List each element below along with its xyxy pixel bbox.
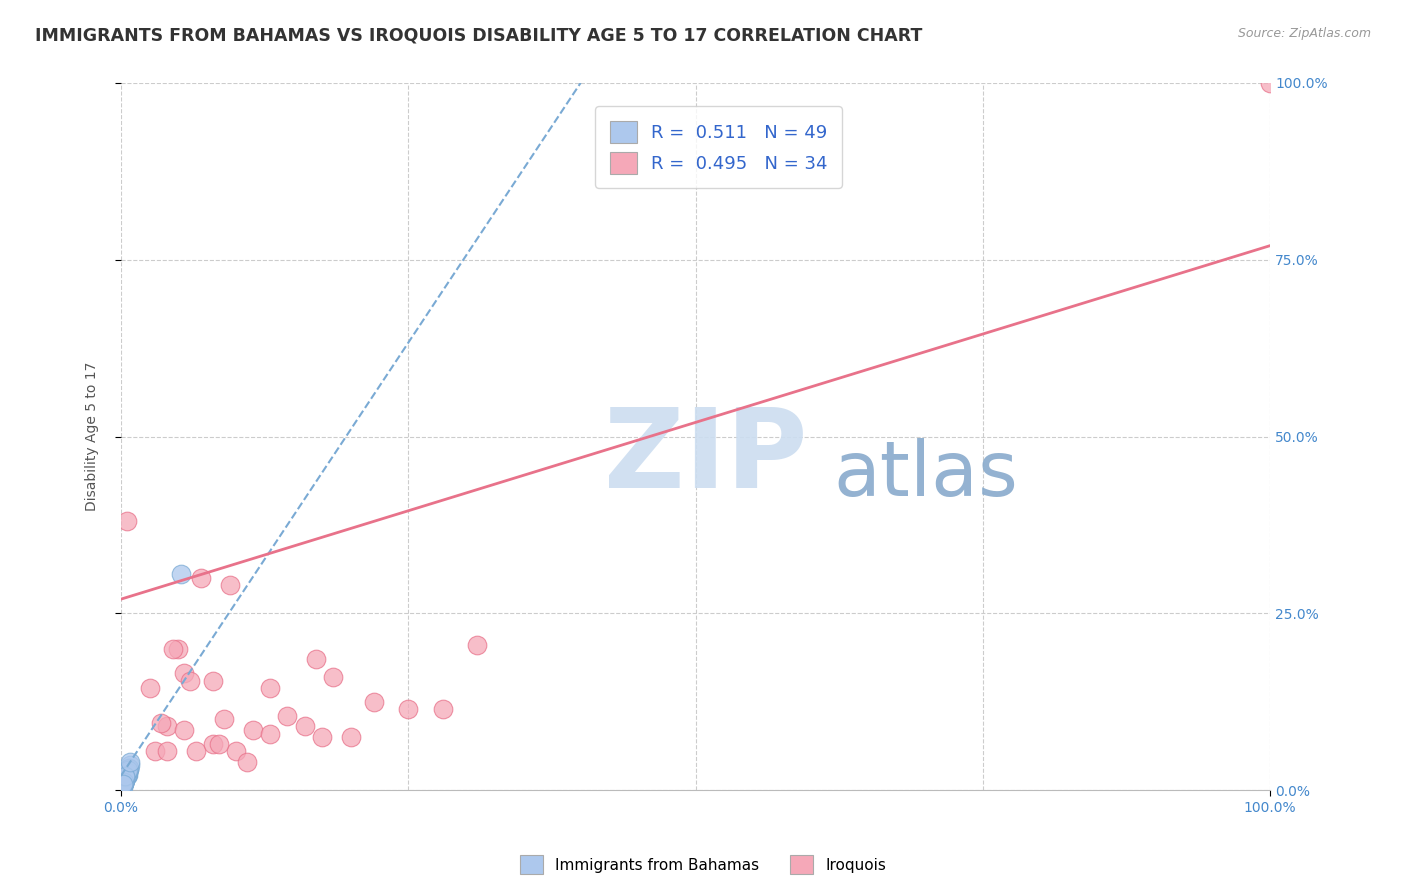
Point <box>465 638 488 652</box>
Point <box>112 774 135 789</box>
Point <box>138 681 160 695</box>
Point <box>363 695 385 709</box>
Point <box>117 764 139 778</box>
Point <box>114 771 136 785</box>
Point <box>201 737 224 751</box>
Point <box>1258 76 1281 90</box>
Point <box>190 571 212 585</box>
Legend: Immigrants from Bahamas, Iroquois: Immigrants from Bahamas, Iroquois <box>515 849 891 880</box>
Point <box>118 762 141 776</box>
Point <box>207 737 229 751</box>
Point <box>236 755 259 769</box>
Point <box>117 767 139 781</box>
Point <box>167 641 190 656</box>
Text: Source: ZipAtlas.com: Source: ZipAtlas.com <box>1237 27 1371 40</box>
Point <box>112 774 135 789</box>
Point <box>150 715 173 730</box>
Point <box>117 765 139 780</box>
Point <box>118 760 141 774</box>
Point <box>311 730 333 744</box>
Point <box>115 767 138 781</box>
Point <box>396 702 419 716</box>
Point <box>117 764 139 778</box>
Point <box>339 730 361 744</box>
Point <box>114 771 136 785</box>
Point <box>112 772 135 787</box>
Point <box>114 769 136 783</box>
Point <box>112 774 135 789</box>
Point <box>259 726 281 740</box>
Text: IMMIGRANTS FROM BAHAMAS VS IROQUOIS DISABILITY AGE 5 TO 17 CORRELATION CHART: IMMIGRANTS FROM BAHAMAS VS IROQUOIS DISA… <box>35 27 922 45</box>
Point <box>114 771 136 785</box>
Point <box>115 769 138 783</box>
Point <box>162 641 184 656</box>
Point <box>173 666 195 681</box>
Point <box>112 777 135 791</box>
Point <box>219 578 242 592</box>
Point <box>305 652 328 666</box>
Point <box>114 771 136 785</box>
Point <box>143 744 166 758</box>
Point <box>432 702 454 716</box>
Point <box>114 769 136 783</box>
Point <box>112 777 135 791</box>
Point <box>114 772 136 786</box>
Point <box>179 673 201 688</box>
Point <box>117 764 139 778</box>
Legend: R =  0.511   N = 49, R =  0.495   N = 34: R = 0.511 N = 49, R = 0.495 N = 34 <box>595 106 842 188</box>
Point <box>117 765 139 780</box>
Text: ZIP: ZIP <box>603 404 807 511</box>
Point <box>112 777 135 791</box>
Point <box>259 681 281 695</box>
Point <box>115 515 138 529</box>
Point <box>115 767 138 781</box>
Point <box>112 774 135 789</box>
Point <box>115 765 138 780</box>
Point <box>112 780 135 794</box>
Point <box>112 776 135 790</box>
Point <box>276 709 298 723</box>
Point <box>112 776 135 790</box>
Point <box>112 777 135 791</box>
Point <box>242 723 264 737</box>
Point <box>322 670 344 684</box>
Point <box>115 767 138 781</box>
Point <box>112 779 135 793</box>
Point <box>112 774 135 789</box>
Point <box>225 744 247 758</box>
Point <box>114 772 136 787</box>
Point <box>112 777 135 791</box>
Point <box>173 723 195 737</box>
Point <box>169 567 191 582</box>
Point <box>112 777 135 791</box>
Point <box>114 771 136 785</box>
Point <box>118 758 141 772</box>
Point <box>201 673 224 688</box>
Point <box>112 774 135 789</box>
Point <box>112 776 135 790</box>
Point <box>114 771 136 785</box>
Point <box>184 744 207 758</box>
Point <box>114 771 136 785</box>
Y-axis label: Disability Age 5 to 17: Disability Age 5 to 17 <box>86 362 100 511</box>
Point <box>294 719 316 733</box>
Point <box>214 713 236 727</box>
Point <box>118 762 141 776</box>
Point <box>115 765 138 780</box>
Point <box>114 771 136 785</box>
Point <box>156 719 179 733</box>
Point <box>115 767 138 781</box>
Point <box>118 755 141 769</box>
Point <box>156 744 179 758</box>
Text: atlas: atlas <box>834 439 1018 512</box>
